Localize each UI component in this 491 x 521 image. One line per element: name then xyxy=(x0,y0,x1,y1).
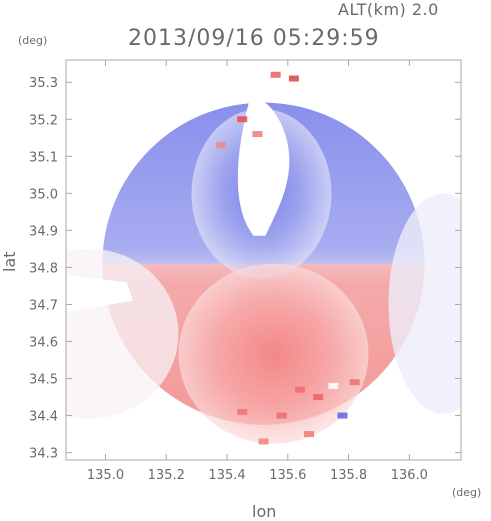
weak-echo-east xyxy=(388,193,461,414)
echo-speck xyxy=(349,379,360,386)
x-tick-label: 135.4 xyxy=(208,468,245,483)
x-axis-unit: (deg) xyxy=(452,486,482,499)
echo-speck xyxy=(270,71,281,78)
echo-speck xyxy=(294,386,305,393)
x-tick-label: 135.2 xyxy=(148,468,185,483)
y-tick-label: 34.9 xyxy=(29,224,58,239)
radar-field xyxy=(66,60,461,445)
outside-coverage-northeast xyxy=(323,60,461,120)
plot-frame xyxy=(65,59,462,461)
y-tick-label: 34.5 xyxy=(29,373,58,388)
weak-echo-west xyxy=(66,248,179,419)
x-axis-label: lon xyxy=(252,502,277,521)
plot-border xyxy=(65,59,462,461)
outside-coverage-northwest xyxy=(95,60,244,234)
x-tick-label: 135.6 xyxy=(269,468,306,483)
y-axis-ticks: 34.3 34.4 34.5 34.6 34.7 34.8 34.9 35.0 35.1 35.2… xyxy=(29,76,461,462)
echo-speck xyxy=(276,412,287,419)
y-tick-label: 35.1 xyxy=(29,150,58,165)
chart-title: 2013/09/16 05:29:59 xyxy=(128,26,380,51)
echo-speck xyxy=(304,431,315,438)
echo-speck xyxy=(258,438,269,445)
altitude-label: ALT(km) 2.0 xyxy=(338,0,439,19)
x-tick-label: 136.0 xyxy=(391,468,428,483)
echo-speck xyxy=(252,131,263,138)
y-tick-label: 35.0 xyxy=(29,187,58,202)
y-axis-unit: (deg) xyxy=(18,34,48,47)
y-tick-label: 35.2 xyxy=(29,113,58,128)
no-echo-gap-north xyxy=(237,99,290,236)
echo-speck xyxy=(215,142,226,149)
echo-speck xyxy=(237,116,248,123)
x-axis-ticks: 135.0 135.2 135.4 135.6 135.8 136.0 xyxy=(87,60,428,483)
y-tick-label: 34.4 xyxy=(29,410,58,425)
no-echo-gap-west xyxy=(66,274,133,312)
y-tick-label: 34.6 xyxy=(29,335,58,350)
y-tick-label: 34.7 xyxy=(29,298,58,313)
echo-speck xyxy=(313,394,324,401)
echo-speck xyxy=(337,412,348,419)
y-tick-label: 34.8 xyxy=(29,261,58,276)
y-tick-label: 34.3 xyxy=(29,447,58,462)
echo-speck xyxy=(328,382,339,389)
echo-speck xyxy=(288,75,299,82)
x-tick-label: 135.8 xyxy=(330,468,367,483)
x-tick-label: 135.0 xyxy=(87,468,124,483)
echo-speck xyxy=(237,408,248,415)
y-tick-label: 35.3 xyxy=(29,76,58,91)
